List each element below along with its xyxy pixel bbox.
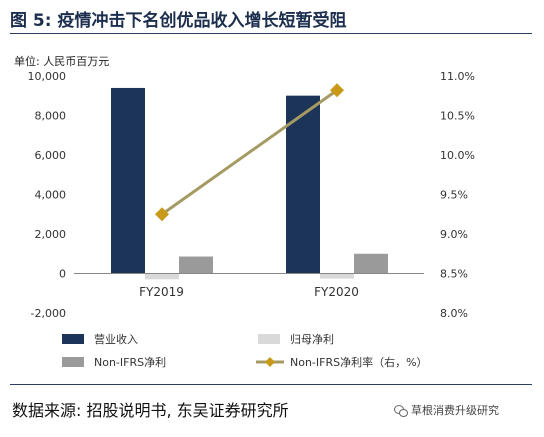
y-left-tick-label: 10,000 [28, 70, 67, 83]
legend-revenue-label: 营业收入 [94, 332, 138, 346]
bar-revenue [286, 95, 320, 274]
legend-net-income-label: 归母净利 [290, 332, 334, 346]
bar-revenue [111, 87, 145, 274]
y-right-tick-label: 10.5% [440, 110, 475, 123]
y-left-tick-label: 4,000 [35, 189, 67, 202]
legend-net-income-swatch [258, 334, 280, 344]
bar-net-income [145, 273, 179, 280]
watermark-text: 草根消费升级研究 [411, 404, 499, 417]
y-right-tick-label: 8.0% [440, 307, 468, 320]
watermark: 草根消费升级研究 [394, 402, 499, 418]
title-rule [10, 33, 532, 34]
bar-non-ifrs-net-income [354, 253, 388, 274]
bar-non-ifrs-net-income [179, 256, 213, 274]
margin-line [161, 88, 338, 216]
y-right-tick-label: 11.0% [440, 70, 475, 83]
y-left-tick-label: 0 [59, 268, 66, 281]
wechat-icon [394, 404, 408, 417]
legend-margin-marker [265, 357, 275, 367]
y-right-tick-label: 9.5% [440, 189, 468, 202]
x-tick-label: FY2019 [139, 285, 184, 299]
legend-revenue-swatch [62, 334, 84, 344]
margin-marker [155, 207, 169, 222]
source-rule [10, 384, 532, 385]
margin-marker [330, 83, 344, 98]
source-note: 数据来源: 招股说明书, 东吴证券研究所 [12, 401, 289, 420]
chart-title: 图 5: 疫情冲击下名创优品收入增长短暂受阻 [10, 11, 347, 31]
y-left-tick-label: -2,000 [31, 307, 66, 320]
chart: -2,000 0 2,000 4,000 6,000 8,000 10,000 8.0% 8.5… [28, 70, 475, 369]
y-right-tick-label: 10.0% [440, 149, 475, 162]
legend-non-ifrs-label: Non-IFRS净利 [94, 355, 166, 369]
bar-net-income [320, 273, 354, 279]
x-tick-label: FY2020 [314, 285, 359, 299]
y-left-tick-label: 8,000 [35, 110, 67, 123]
legend-margin-label: Non-IFRS净利率（右，%） [290, 355, 428, 369]
y-right-tick-label: 8.5% [440, 268, 468, 281]
unit-label: 单位: 人民币百万元 [14, 55, 110, 68]
y-left-tick-label: 6,000 [35, 149, 67, 162]
y-right-tick-label: 9.0% [440, 228, 468, 241]
legend-non-ifrs-swatch [62, 357, 84, 367]
y-left-tick-label: 2,000 [35, 228, 67, 241]
